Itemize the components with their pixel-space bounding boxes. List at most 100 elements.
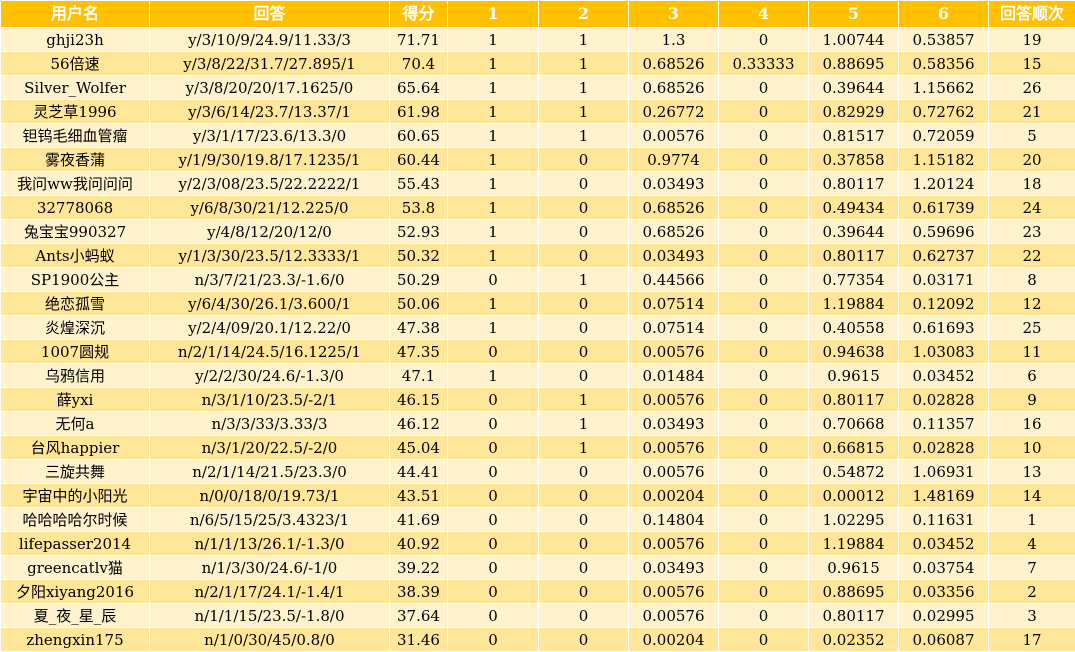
col-5-cell: 0.77354: [809, 268, 899, 292]
col-6-cell: 0.72059: [899, 124, 989, 148]
score-cell: 31.46: [390, 628, 448, 652]
col-1-header: 1: [448, 1, 539, 28]
answer-order-cell: 25: [989, 316, 1075, 340]
answer-cell: n/1/3/30/24.6/-1/0: [150, 556, 390, 580]
col-2-cell: 1: [539, 124, 629, 148]
answer-cell: n/1/0/30/45/0.8/0: [150, 628, 390, 652]
col-4-cell: 0: [719, 412, 809, 436]
answer-cell: y/3/6/14/23.7/13.37/1: [150, 100, 390, 124]
col-5-cell: 0.80117: [809, 244, 899, 268]
col-5-cell: 0.37858: [809, 148, 899, 172]
col-3-cell: 0.00576: [629, 604, 719, 628]
username-cell: 钽钨毛细血管瘤: [1, 124, 150, 148]
col-3-cell: 0.14804: [629, 508, 719, 532]
col-1-cell: 1: [448, 148, 539, 172]
col-1-cell: 1: [448, 196, 539, 220]
col-6-cell: 0.61739: [899, 196, 989, 220]
col-6-header: 6: [899, 1, 989, 28]
score-cell: 47.1: [390, 364, 448, 388]
col-6-cell: 0.61693: [899, 316, 989, 340]
col-5-cell: 0.88695: [809, 52, 899, 76]
score-header: 得分: [390, 1, 448, 28]
col-3-cell: 0.26772: [629, 100, 719, 124]
col-6-cell: 0.03171: [899, 268, 989, 292]
answer-order-cell: 6: [989, 364, 1075, 388]
col-4-cell: 0: [719, 292, 809, 316]
col-2-cell: 0: [539, 220, 629, 244]
col-4-cell: 0: [719, 124, 809, 148]
col-3-cell: 0.00576: [629, 124, 719, 148]
score-cell: 50.29: [390, 268, 448, 292]
col-5-cell: 0.39644: [809, 220, 899, 244]
score-cell: 52.93: [390, 220, 448, 244]
answer-order-cell: 7: [989, 556, 1075, 580]
col-4-cell: 0: [719, 484, 809, 508]
col-4-cell: 0: [719, 268, 809, 292]
col-3-cell: 0.68526: [629, 76, 719, 100]
col-4-header: 4: [719, 1, 809, 28]
col-2-cell: 1: [539, 52, 629, 76]
col-1-cell: 0: [448, 532, 539, 556]
col-1-cell: 1: [448, 316, 539, 340]
col-3-cell: 0.00576: [629, 532, 719, 556]
username-cell: SP1900公主: [1, 268, 150, 292]
col-1-cell: 1: [448, 28, 539, 52]
answer-cell: y/4/8/12/20/12/0: [150, 220, 390, 244]
col-1-cell: 1: [448, 52, 539, 76]
col-3-cell: 0.00204: [629, 484, 719, 508]
col-3-cell: 0.00576: [629, 340, 719, 364]
username-cell: 32778068: [1, 196, 150, 220]
col-2-cell: 1: [539, 412, 629, 436]
col-1-cell: 0: [448, 388, 539, 412]
col-4-cell: 0: [719, 28, 809, 52]
col-5-cell: 0.82929: [809, 100, 899, 124]
col-2-cell: 0: [539, 316, 629, 340]
answer-order-cell: 5: [989, 124, 1075, 148]
answer-order-cell: 8: [989, 268, 1075, 292]
col-4-cell: 0: [719, 436, 809, 460]
col-5-cell: 0.00012: [809, 484, 899, 508]
score-cell: 50.32: [390, 244, 448, 268]
col-2-cell: 1: [539, 268, 629, 292]
col-1-cell: 0: [448, 508, 539, 532]
col-2-cell: 0: [539, 364, 629, 388]
username-cell: ghji23h: [1, 28, 150, 52]
col-3-cell: 0.07514: [629, 292, 719, 316]
col-4-cell: 0: [719, 532, 809, 556]
col-6-cell: 0.03452: [899, 364, 989, 388]
answer-order-cell: 24: [989, 196, 1075, 220]
col-4-cell: 0: [719, 196, 809, 220]
answer-cell: y/3/8/22/31.7/27.895/1: [150, 52, 390, 76]
score-cell: 40.92: [390, 532, 448, 556]
col-3-cell: 0.07514: [629, 316, 719, 340]
answer-order-cell: 3: [989, 604, 1075, 628]
score-cell: 46.15: [390, 388, 448, 412]
username-cell: 56倍速: [1, 52, 150, 76]
answer-cell: y/3/10/9/24.9/11.33/3: [150, 28, 390, 52]
score-cell: 47.38: [390, 316, 448, 340]
col-4-cell: 0: [719, 76, 809, 100]
col-4-cell: 0: [719, 100, 809, 124]
username-header: 用户名: [1, 1, 150, 28]
answer-cell: n/3/3/33/3.33/3: [150, 412, 390, 436]
col-1-cell: 1: [448, 100, 539, 124]
col-3-cell: 0.01484: [629, 364, 719, 388]
col-6-cell: 0.12092: [899, 292, 989, 316]
score-cell: 61.98: [390, 100, 448, 124]
col-4-cell: 0.33333: [719, 52, 809, 76]
col-2-cell: 0: [539, 244, 629, 268]
col-5-cell: 0.70668: [809, 412, 899, 436]
col-5-cell: 0.88695: [809, 580, 899, 604]
col-2-cell: 0: [539, 580, 629, 604]
